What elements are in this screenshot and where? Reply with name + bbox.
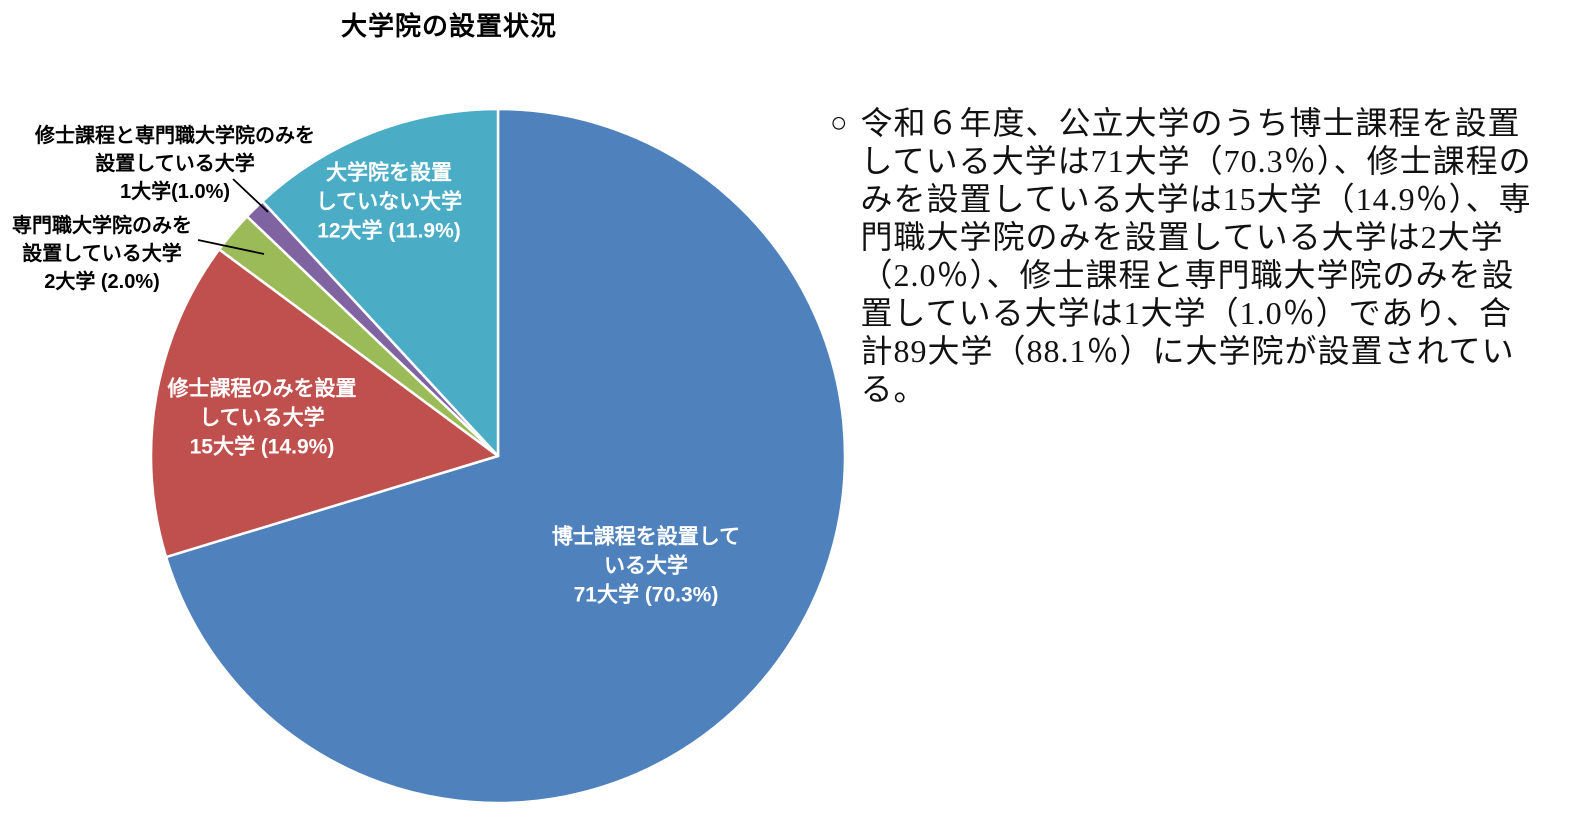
- chart-title: 大学院の設置状況: [341, 11, 558, 41]
- slice-label-line: 専門職大学院のみを: [12, 215, 192, 237]
- leader-lines-group: [197, 178, 269, 255]
- note-block: ○ 令和６年度、公立大学のうち博士課程を設置している大学は71大学（70.3％）…: [830, 104, 1560, 408]
- pie-slice-5: [261, 107, 500, 458]
- slice-label-5: 大学院を設置 していない大学 12大学 (11.9%): [316, 159, 462, 246]
- slice-label-3: 専門職大学院のみを 設置している大学 2大学 (2.0%): [12, 212, 192, 296]
- slice-label-line: 2大学 (2.0%): [44, 271, 160, 293]
- slice-label-1: 博士課程を設置して いる大学 71大学 (70.3%): [552, 523, 740, 610]
- slice-label-line: 15大学 (14.9%): [189, 435, 335, 459]
- slice-label-line: 12大学 (11.9%): [317, 219, 461, 243]
- slice-label-line: していない大学: [315, 190, 463, 214]
- pie-slices-group: [149, 107, 847, 805]
- slice-label-line: 設置している大学: [95, 153, 255, 175]
- leader-line-4: [232, 178, 269, 213]
- pie-slice-1: [164, 107, 847, 805]
- slice-label-line: 71大学 (70.3%): [573, 583, 719, 607]
- slice-label-line: 大学院を設置: [326, 161, 452, 185]
- slice-label-line: 博士課程を設置して: [551, 525, 741, 549]
- slice-label-line: 1大学(1.0%): [119, 181, 231, 203]
- slice-label-line: 修士課程と専門職大学院のみを: [35, 125, 315, 147]
- note-bullet-icon: ○: [830, 107, 848, 139]
- leader-line-3: [197, 239, 265, 255]
- slice-label-2: 修士課程のみを設置 している大学 15大学 (14.9%): [168, 375, 357, 462]
- slice-label-line: 設置している大学: [22, 243, 182, 265]
- note-text: 令和６年度、公立大学のうち博士課程を設置している大学は71大学（70.3％）、修…: [860, 105, 1532, 407]
- slice-label-line: 修士課程のみを設置: [167, 377, 357, 401]
- pie-slice-2: [149, 248, 500, 559]
- slice-label-line: いる大学: [604, 554, 688, 578]
- slice-label-line: している大学: [199, 406, 325, 430]
- slice-label-4: 修士課程と専門職大学院のみを 設置している大学 1大学(1.0%): [35, 122, 315, 206]
